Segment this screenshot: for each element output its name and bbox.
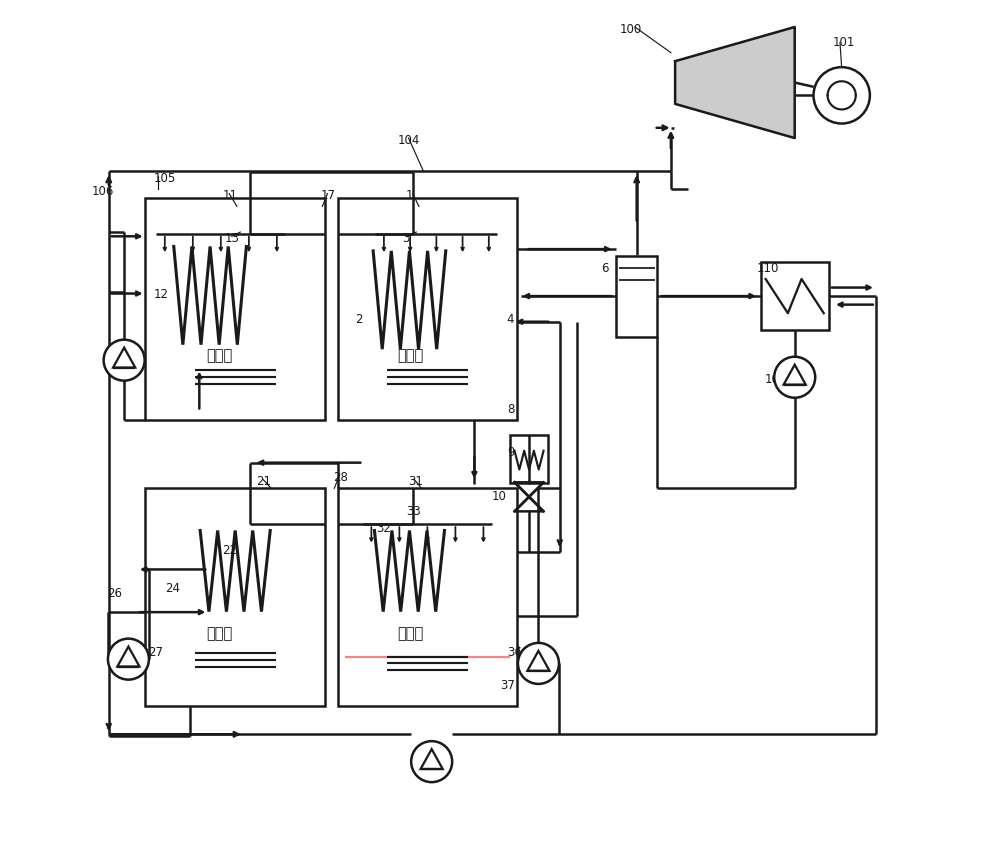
Text: 100: 100: [620, 23, 642, 36]
Text: 37: 37: [500, 679, 515, 692]
Circle shape: [518, 643, 559, 684]
Text: 10: 10: [491, 490, 506, 503]
Text: 吸收器: 吸收器: [397, 349, 423, 363]
Text: 101: 101: [833, 35, 856, 49]
Text: 32: 32: [376, 523, 391, 536]
Text: 17: 17: [321, 189, 336, 202]
Text: 11: 11: [222, 189, 237, 202]
Circle shape: [108, 638, 149, 680]
Bar: [510, 435, 548, 483]
Bar: [338, 488, 517, 706]
Text: 39: 39: [432, 752, 447, 764]
Text: 33: 33: [406, 506, 421, 518]
Bar: [338, 198, 517, 420]
Text: 1: 1: [406, 189, 414, 202]
Text: 2: 2: [355, 313, 362, 327]
Text: 108: 108: [765, 373, 787, 386]
Text: 12: 12: [154, 288, 169, 301]
Text: 105: 105: [154, 172, 176, 185]
Text: 31: 31: [408, 476, 423, 488]
Bar: [145, 198, 325, 420]
Text: 24: 24: [165, 582, 180, 596]
Circle shape: [104, 339, 145, 381]
Circle shape: [774, 357, 815, 398]
Text: 110: 110: [756, 262, 779, 275]
Text: 104: 104: [397, 134, 420, 147]
Text: 3: 3: [402, 232, 409, 245]
Text: 9: 9: [507, 446, 514, 458]
Circle shape: [813, 67, 870, 123]
Text: 8: 8: [507, 403, 514, 416]
Bar: [616, 255, 657, 337]
Text: 21: 21: [257, 476, 272, 488]
Text: 蚕发器: 蚕发器: [207, 349, 233, 363]
Bar: [145, 488, 325, 706]
Circle shape: [411, 741, 452, 782]
Text: 6: 6: [601, 262, 608, 275]
Text: 106: 106: [92, 185, 114, 198]
Text: 22: 22: [222, 544, 237, 557]
Polygon shape: [675, 27, 795, 138]
Text: 28: 28: [333, 471, 348, 484]
Text: 13: 13: [225, 232, 240, 245]
Text: 发生器: 发生器: [397, 626, 423, 641]
Text: 冷凝器: 冷凝器: [207, 626, 233, 641]
Text: 26: 26: [107, 586, 122, 600]
Text: 36: 36: [507, 646, 522, 659]
Text: 4: 4: [507, 313, 514, 327]
Text: 27: 27: [148, 646, 163, 659]
Bar: [761, 262, 829, 330]
